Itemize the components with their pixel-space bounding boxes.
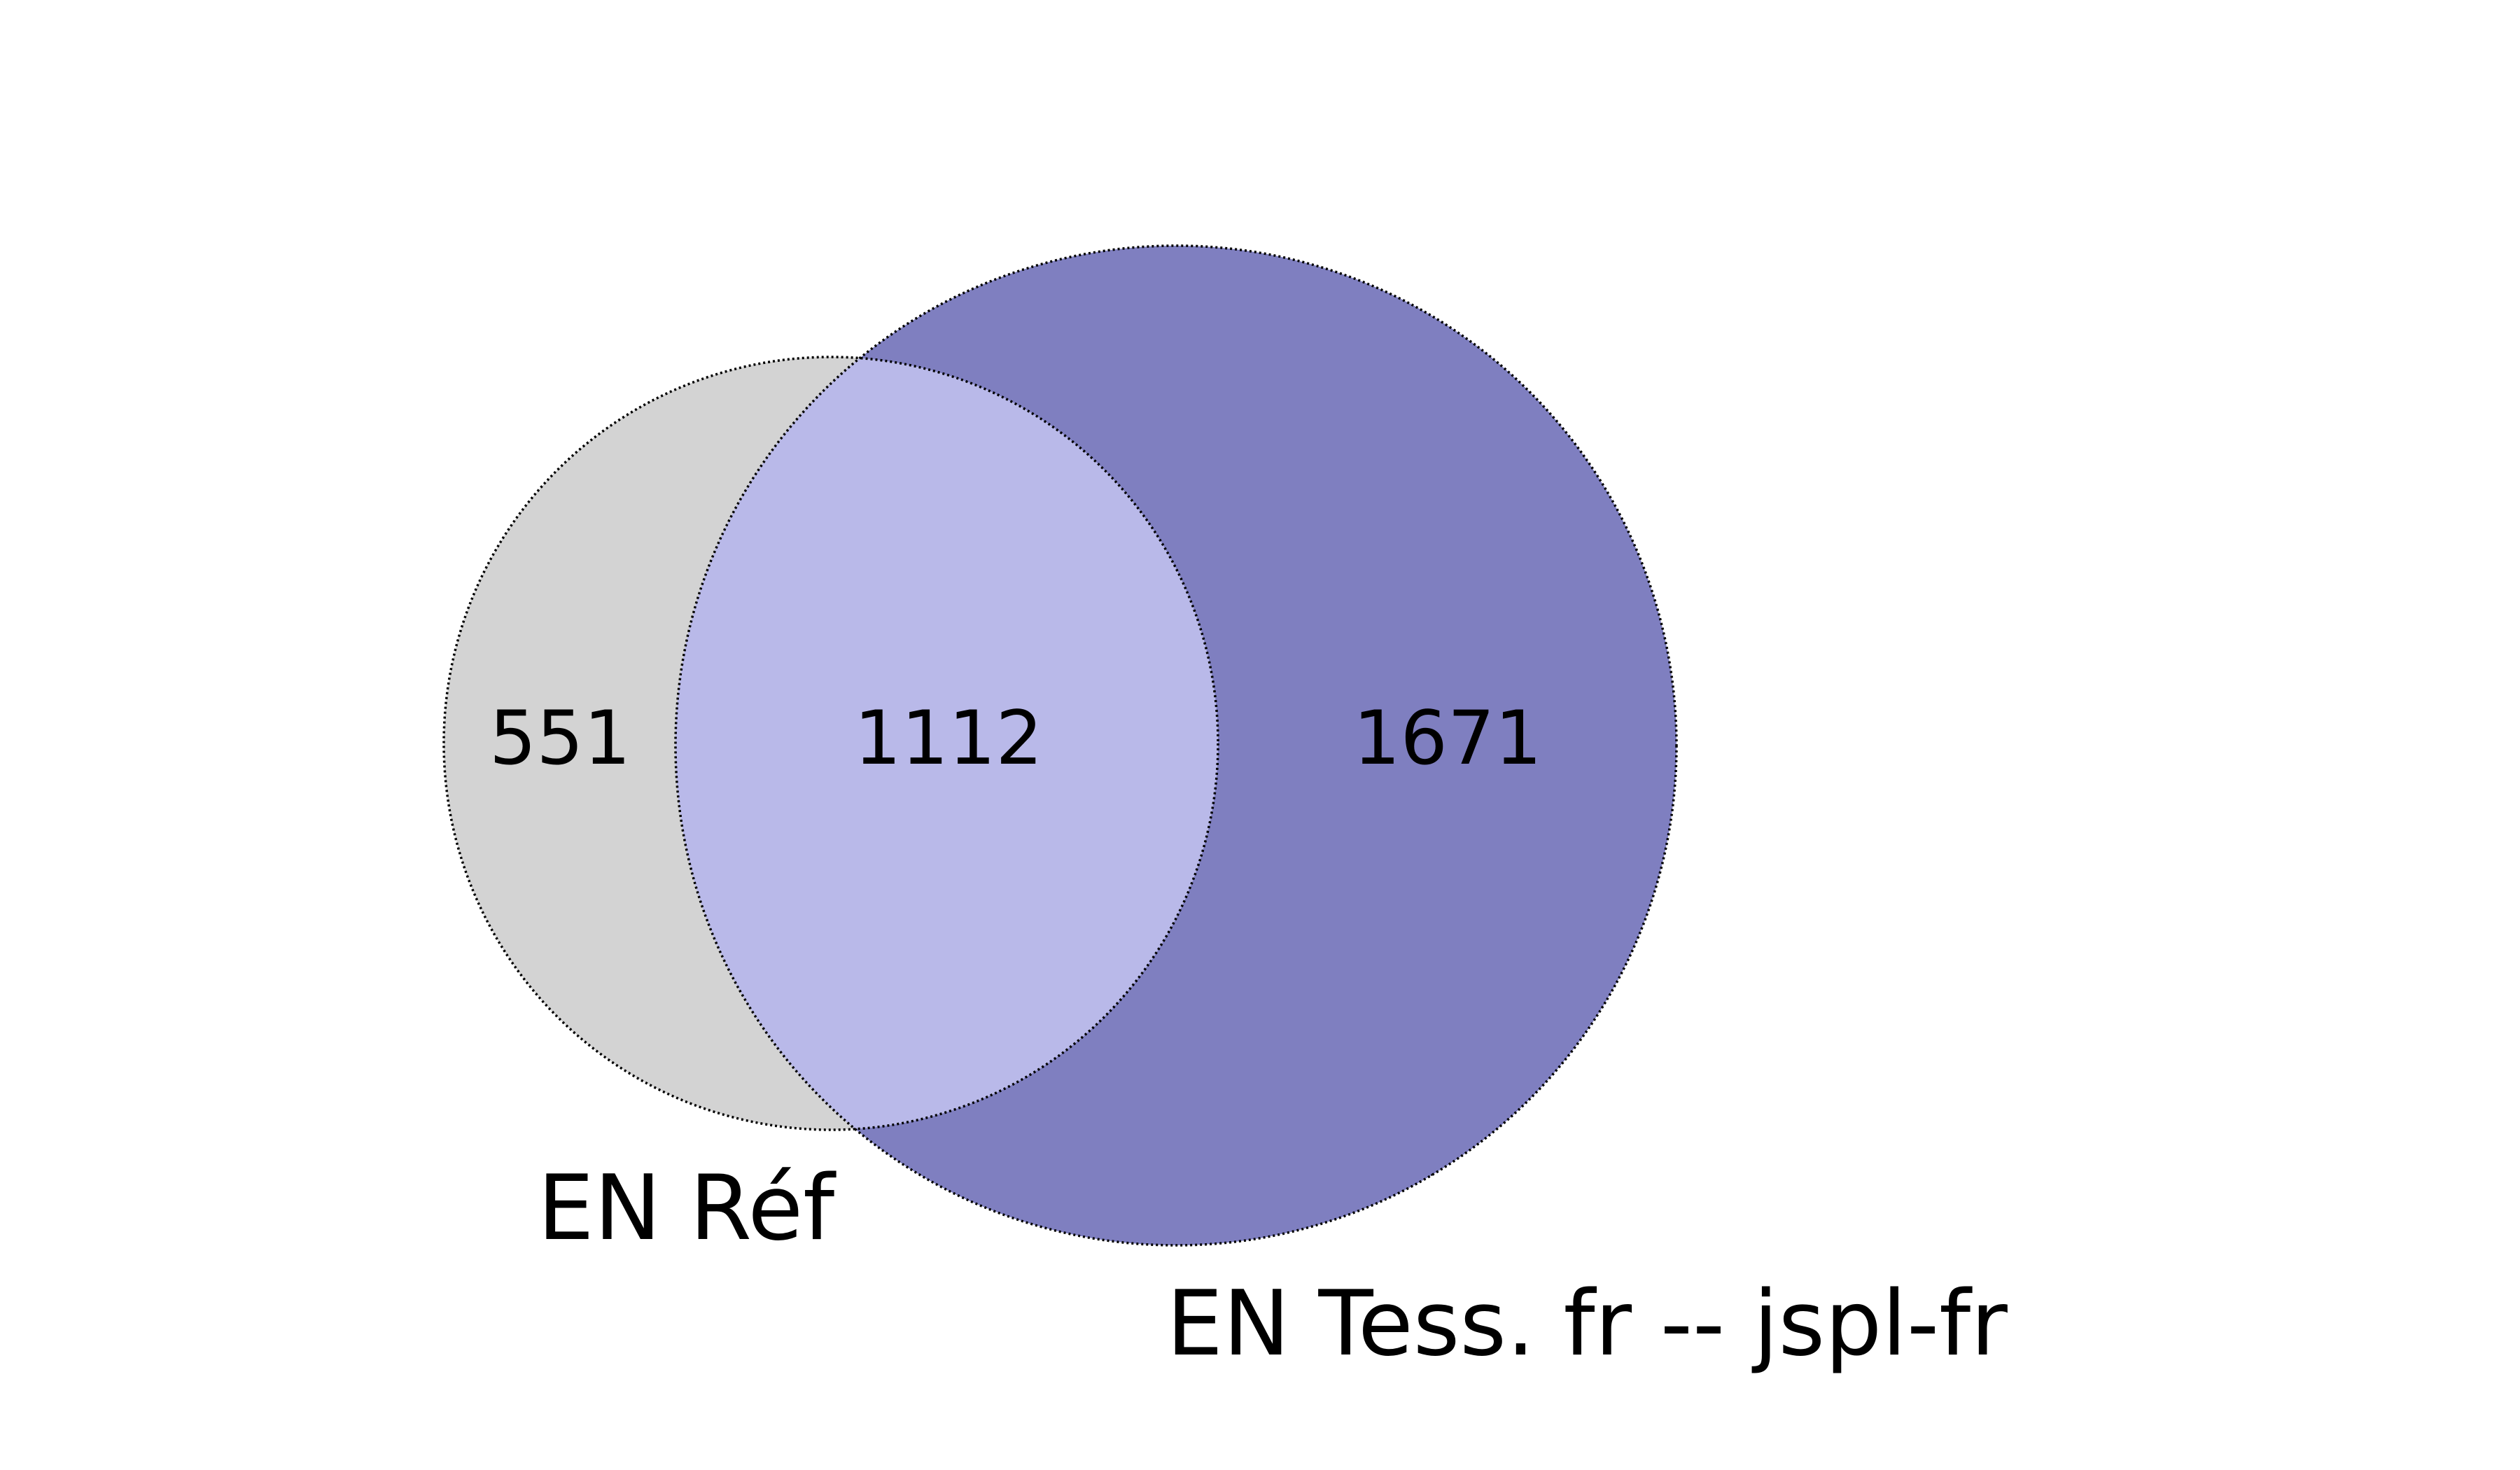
count-intersection: 1112 bbox=[854, 695, 1043, 781]
set-b-outline bbox=[674, 244, 1678, 1247]
count-only-b: 1671 bbox=[1353, 695, 1542, 781]
set-b-label: EN Tess. fr -- jspl-fr bbox=[1166, 1272, 2008, 1376]
set-a-outline bbox=[442, 356, 1219, 1131]
set-a-label: EN Réf bbox=[538, 1156, 836, 1261]
count-only-a: 551 bbox=[489, 695, 631, 781]
intersection-region bbox=[676, 357, 1218, 1130]
